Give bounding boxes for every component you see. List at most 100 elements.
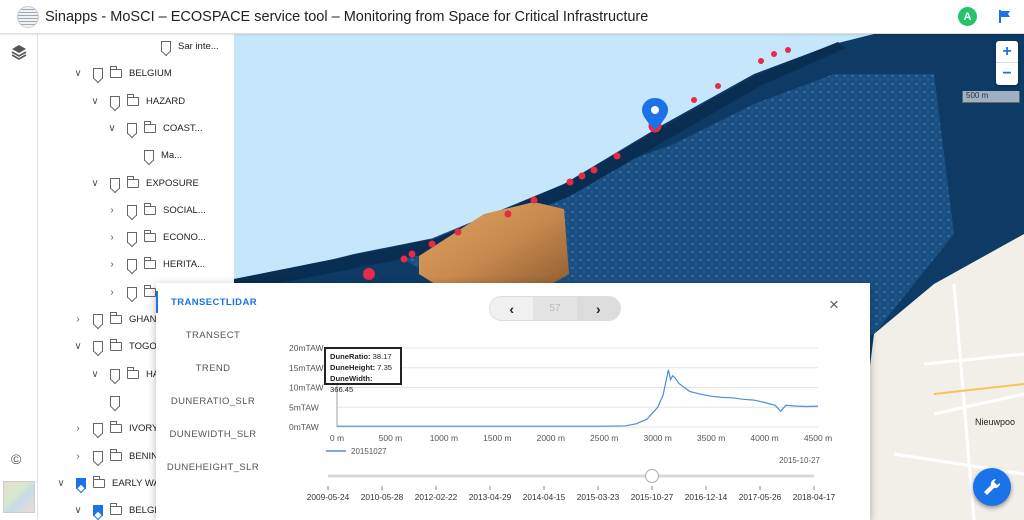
expand-chevron-icon[interactable]: ∨: [57, 477, 65, 489]
expand-chevron-icon[interactable]: ›: [110, 204, 114, 216]
left-rail: ©: [0, 34, 38, 520]
folder-icon: [110, 312, 122, 324]
expand-chevron-icon[interactable]: ∨: [74, 341, 82, 353]
tree-item[interactable]: › BENIN: [71, 443, 158, 470]
tree-item[interactable]: › GHAN: [71, 306, 156, 333]
tree-item[interactable]: › IVORY: [71, 415, 158, 442]
bookmark-icon[interactable]: [110, 95, 120, 107]
tab-transectlidar[interactable]: TRANSECTLIDAR: [156, 291, 270, 313]
tree-item[interactable]: › HERITA...: [105, 251, 205, 278]
x-tick-label: 0 m: [330, 433, 344, 443]
tree-item[interactable]: ∨ COAST...: [105, 115, 203, 142]
tab-duneheight_slr[interactable]: DUNEHEIGHT_SLR: [166, 461, 260, 473]
tab-dunewidth_slr[interactable]: DUNEWIDTH_SLR: [169, 428, 257, 440]
x-tick-label: 4000 m: [750, 433, 778, 443]
bookmark-icon[interactable]: [127, 232, 137, 244]
bookmark-icon[interactable]: [110, 395, 120, 407]
expand-chevron-icon[interactable]: ∨: [74, 68, 82, 80]
bookmark-icon[interactable]: [127, 204, 137, 216]
tab-duneratio_slr[interactable]: DUNERATIO_SLR: [170, 395, 256, 407]
tree-item[interactable]: [88, 388, 127, 415]
expand-chevron-icon[interactable]: ∨: [74, 505, 82, 517]
map-marker-icon[interactable]: [642, 98, 668, 130]
bookmark-icon[interactable]: [93, 505, 103, 517]
folder-icon: [127, 175, 139, 188]
tab-transect[interactable]: TRANSECT: [185, 329, 241, 341]
tree-item[interactable]: Ma...: [122, 142, 182, 169]
zoom-out-button[interactable]: −: [1002, 65, 1012, 82]
tree-item[interactable]: › SOCIAL...: [105, 197, 206, 224]
folder-icon: [127, 93, 139, 106]
bookmark-icon[interactable]: [93, 341, 103, 353]
folder-icon: [144, 120, 156, 133]
bookmark-icon[interactable]: [110, 368, 120, 380]
folder-icon: [110, 421, 122, 434]
wrench-icon: [984, 478, 1001, 495]
y-tick-label: 5mTAW: [289, 402, 319, 412]
tree-item[interactable]: Sar inte...: [139, 34, 219, 60]
timeline-label: 2009-05-24: [307, 492, 350, 502]
tree-item[interactable]: ∨ HAZARD: [88, 88, 185, 115]
tab-trend[interactable]: TREND: [195, 362, 231, 374]
copyright-icon[interactable]: ©: [11, 451, 22, 467]
tree-item-label: HA: [146, 368, 160, 380]
tree-item-label: Sar inte...: [178, 41, 219, 52]
user-avatar[interactable]: A: [958, 7, 977, 26]
bookmark-icon[interactable]: [161, 41, 171, 52]
zoom-in-button[interactable]: +: [996, 41, 1018, 63]
expand-chevron-icon[interactable]: ›: [110, 232, 114, 244]
bookmark-icon[interactable]: [76, 477, 86, 489]
expand-chevron-icon[interactable]: ∨: [108, 122, 116, 134]
folder-icon: [144, 284, 156, 297]
expand-chevron-icon[interactable]: ›: [76, 314, 80, 325]
tree-item-label: ECONO...: [163, 232, 206, 244]
bookmark-icon[interactable]: [93, 68, 103, 80]
flag-icon[interactable]: [998, 9, 1012, 24]
bookmark-icon[interactable]: [127, 259, 137, 271]
tools-button[interactable]: [973, 468, 1011, 506]
tree-item[interactable]: › ECONO...: [105, 224, 206, 251]
tree-item-label: SOCIAL...: [163, 204, 206, 216]
bookmark-icon[interactable]: [93, 314, 103, 325]
expand-chevron-icon[interactable]: ›: [110, 259, 114, 271]
tooltip-line: DuneHeight: 7.35: [330, 363, 393, 372]
bookmark-icon[interactable]: [110, 177, 120, 189]
timeline-label: 2012-02-22: [415, 492, 458, 502]
expand-chevron-icon[interactable]: ›: [76, 450, 80, 462]
bookmark-icon[interactable]: [93, 450, 103, 462]
close-icon[interactable]: ×: [829, 295, 839, 314]
tree-item[interactable]: ∨ EARLY WA: [54, 470, 160, 497]
timeline-label: 2016-12-14: [685, 492, 728, 502]
bookmark-icon[interactable]: [144, 150, 154, 162]
expand-chevron-icon[interactable]: ∨: [91, 95, 99, 107]
tree-item[interactable]: ∨ BELGIUM: [71, 60, 172, 87]
x-tick-label: 1000 m: [430, 433, 458, 443]
tree-item-label: BELGIUM: [129, 68, 172, 80]
map-scale: 500 m: [962, 91, 1020, 103]
tree-item[interactable]: ∨ TOGO: [71, 333, 157, 360]
timeline-handle[interactable]: [645, 469, 659, 483]
next-button[interactable]: ›: [576, 297, 620, 320]
expand-chevron-icon[interactable]: ›: [110, 286, 114, 298]
x-tick-label: 3500 m: [697, 433, 725, 443]
bookmark-icon[interactable]: [127, 286, 137, 298]
basemap-thumbnail[interactable]: [3, 481, 35, 513]
bookmark-icon[interactable]: [93, 423, 103, 435]
tooltip-line: DuneWidth: 366.45: [330, 374, 373, 394]
previous-button[interactable]: ‹: [509, 300, 514, 317]
expand-chevron-icon[interactable]: ›: [76, 423, 80, 435]
tree-item-label: IVORY: [129, 423, 159, 435]
tree-item[interactable]: ›: [105, 279, 163, 306]
tree-item[interactable]: ∨ BELGI: [71, 497, 157, 520]
x-tick-label: 2000 m: [537, 433, 565, 443]
bookmark-icon[interactable]: [127, 122, 137, 134]
timeline-label: 2013-04-29: [469, 492, 512, 502]
tree-item[interactable]: ∨ HA: [88, 361, 159, 388]
expand-chevron-icon[interactable]: ∨: [91, 368, 99, 380]
tree-item-label: EXPOSURE: [146, 177, 199, 189]
tree-item[interactable]: ∨ EXPOSURE: [88, 170, 199, 197]
tree-item-label: BELGI: [129, 505, 157, 517]
expand-chevron-icon[interactable]: ∨: [91, 177, 99, 189]
series-line: [337, 369, 819, 427]
layers-icon[interactable]: [10, 43, 28, 61]
